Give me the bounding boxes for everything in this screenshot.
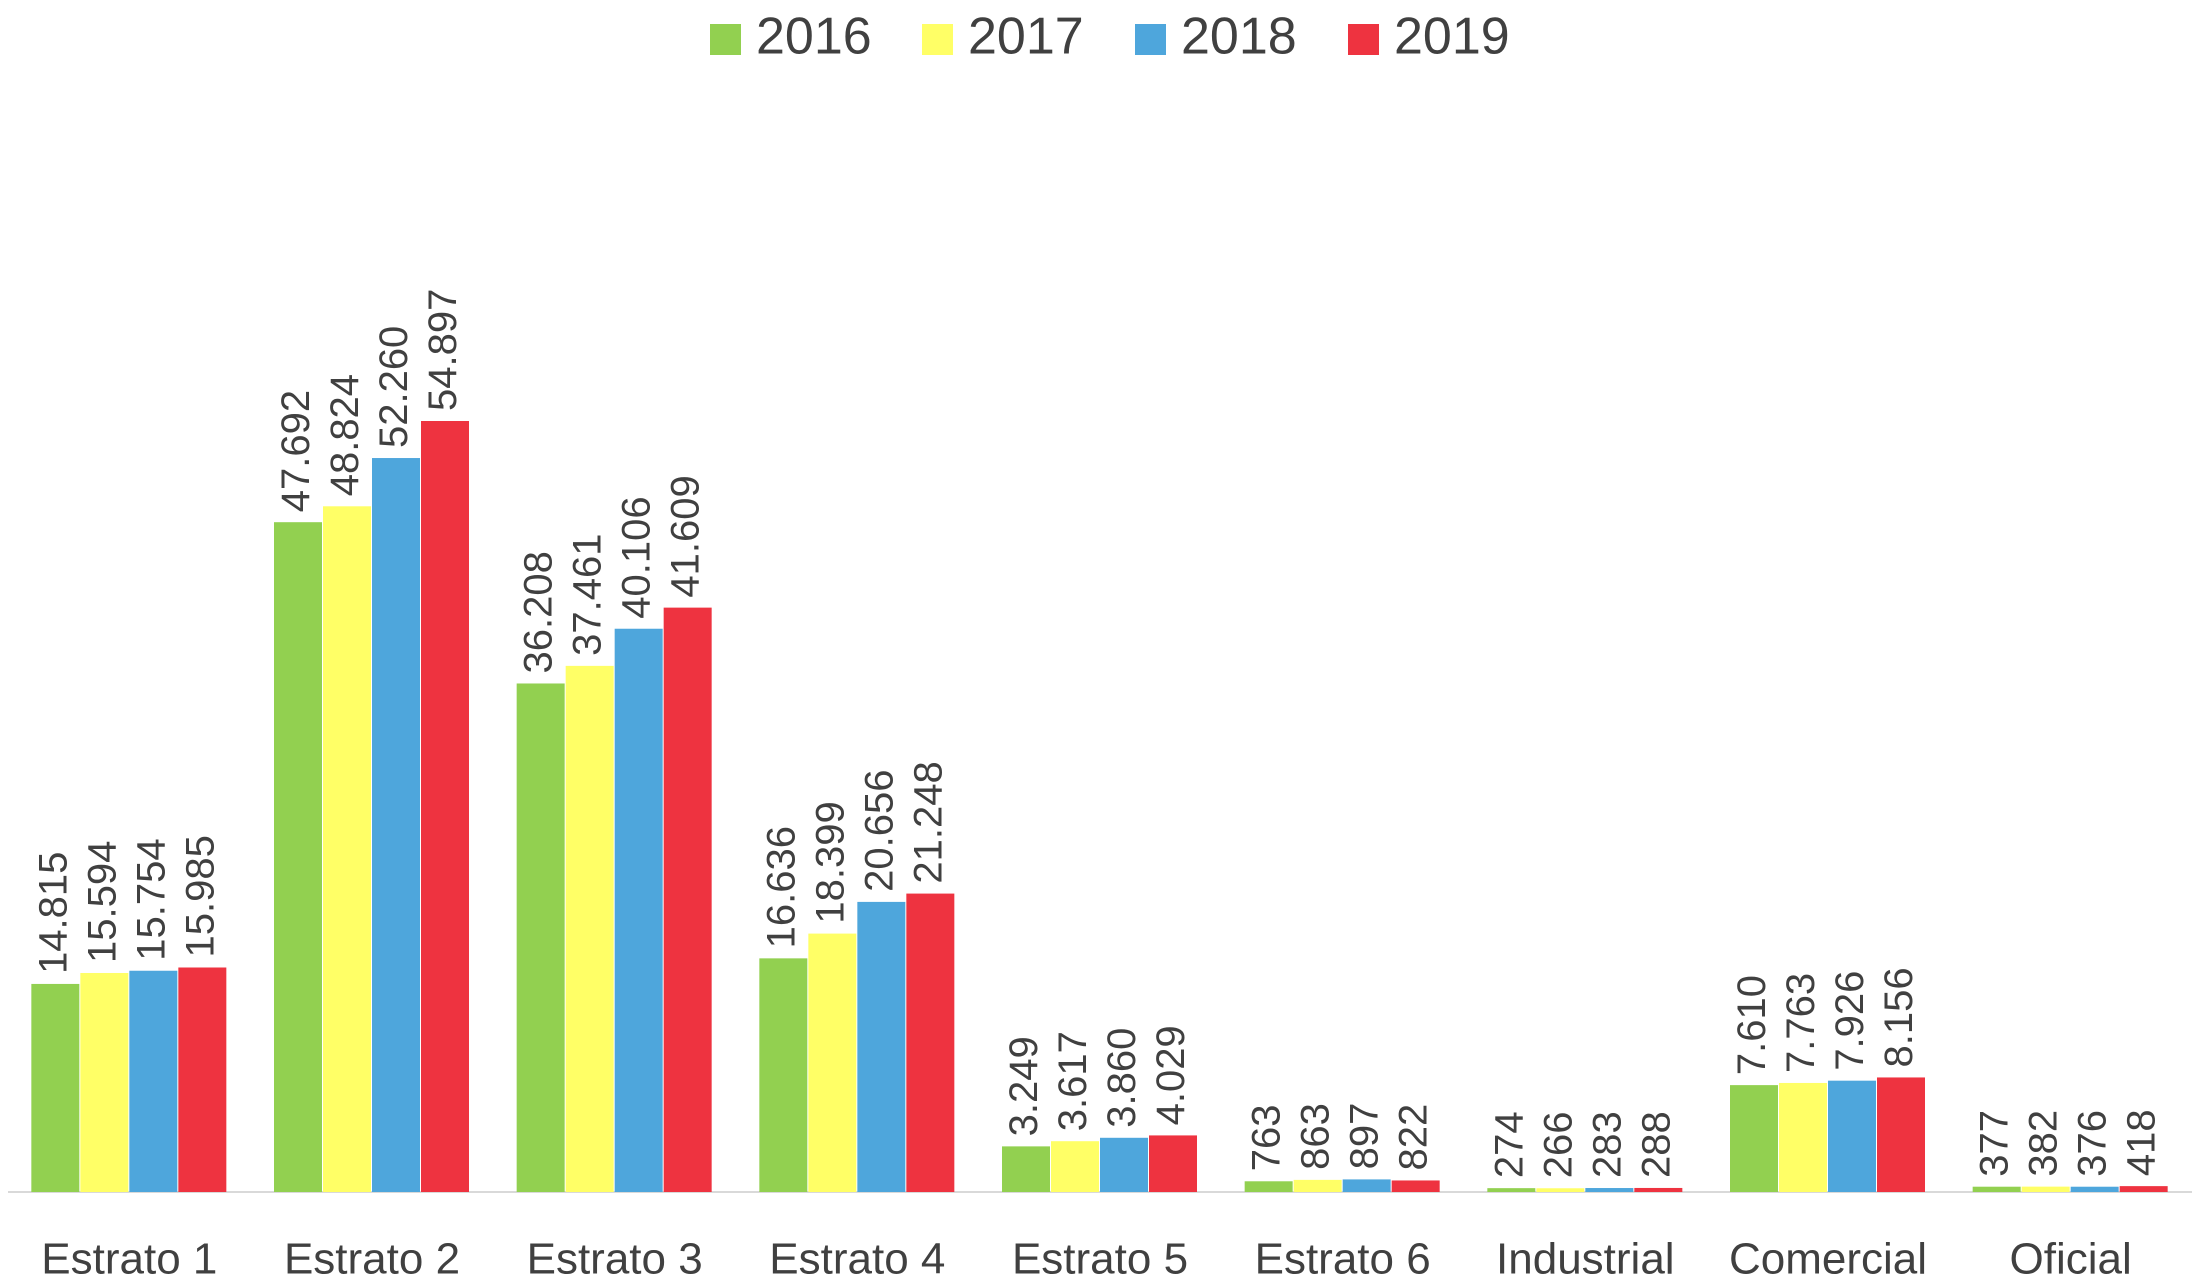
value-label: 863 — [1294, 1103, 1338, 1170]
value-label: 21.248 — [906, 761, 950, 883]
value-label: 822 — [1392, 1104, 1436, 1171]
value-label: 16.636 — [759, 826, 803, 948]
x-tick-label: Industrial — [1496, 1235, 1675, 1284]
value-label: 4.029 — [1149, 1025, 1193, 1125]
bar — [1051, 1141, 1099, 1192]
bar — [516, 683, 565, 1192]
value-label: 15.754 — [129, 838, 173, 960]
bar — [1779, 1082, 1827, 1192]
bar — [2119, 1186, 2168, 1192]
bar — [1002, 1146, 1050, 1192]
value-label: 37.461 — [566, 534, 610, 656]
bar — [759, 958, 808, 1192]
bar — [1100, 1137, 1148, 1192]
bar — [1293, 1179, 1342, 1192]
x-tick-label: Estrato 2 — [284, 1235, 460, 1284]
x-tick-label: Estrato 3 — [527, 1235, 703, 1284]
value-label: 7.926 — [1828, 971, 1872, 1071]
bar — [614, 628, 663, 1192]
bar — [323, 506, 371, 1193]
value-label: 15.594 — [80, 841, 124, 963]
value-label: 7.610 — [1730, 975, 1774, 1075]
value-label: 3.860 — [1100, 1028, 1144, 1128]
value-label: 36.208 — [517, 551, 561, 673]
value-label: 14.815 — [31, 852, 75, 974]
value-label: 18.399 — [808, 801, 852, 923]
bar — [1342, 1179, 1391, 1192]
value-label: 377 — [1973, 1110, 2017, 1177]
value-label: 283 — [1585, 1111, 1629, 1178]
value-label: 20.656 — [857, 770, 901, 892]
bar — [178, 967, 227, 1192]
legend-swatch — [710, 24, 741, 55]
value-label: 40.106 — [615, 496, 659, 618]
bar — [1244, 1181, 1293, 1192]
bar — [1585, 1188, 1634, 1192]
legend-swatch — [922, 24, 953, 55]
bar — [1536, 1188, 1585, 1192]
x-tick-label: Estrato 4 — [769, 1235, 945, 1284]
bar — [906, 893, 955, 1192]
value-label: 274 — [1487, 1111, 1531, 1178]
value-label: 382 — [2022, 1110, 2066, 1177]
legend-label: 2016 — [756, 8, 872, 66]
bar — [80, 972, 129, 1192]
bar — [274, 522, 322, 1192]
legend-swatch — [1348, 24, 1379, 55]
value-label: 3.617 — [1051, 1031, 1095, 1131]
bar — [857, 901, 906, 1192]
legend-label: 2018 — [1181, 8, 1297, 66]
value-label: 3.249 — [1002, 1036, 1046, 1136]
value-label: 763 — [1245, 1105, 1289, 1172]
bar — [808, 933, 857, 1192]
value-label: 54.897 — [421, 289, 465, 411]
bar — [1972, 1186, 2021, 1192]
legend-label: 2019 — [1394, 8, 1510, 66]
bar — [1634, 1187, 1683, 1192]
legend-swatch — [1135, 24, 1166, 55]
value-label: 418 — [2120, 1109, 2164, 1176]
bar — [2070, 1186, 2119, 1192]
value-label: 15.985 — [178, 835, 222, 957]
value-label: 41.609 — [664, 475, 708, 597]
bar — [1877, 1077, 1925, 1192]
value-label: 288 — [1634, 1111, 1678, 1178]
bar — [1149, 1135, 1197, 1192]
bar — [372, 458, 420, 1193]
value-label: 48.824 — [323, 374, 367, 496]
legend-label: 2017 — [968, 8, 1084, 66]
value-label: 7.763 — [1779, 973, 1823, 1073]
bar — [1730, 1085, 1778, 1192]
bar — [129, 970, 178, 1192]
bar — [1828, 1080, 1876, 1192]
x-tick-label: Estrato 5 — [1012, 1235, 1188, 1284]
value-label: 47.692 — [274, 390, 318, 512]
bar — [1391, 1180, 1440, 1192]
bar — [565, 665, 614, 1192]
x-tick-label: Estrato 1 — [41, 1235, 217, 1284]
x-tick-label: Oficial — [2010, 1235, 2132, 1284]
bar — [2021, 1186, 2070, 1192]
value-label: 266 — [1536, 1112, 1580, 1179]
bar — [1487, 1188, 1536, 1192]
bar — [31, 983, 80, 1192]
value-label: 8.156 — [1877, 967, 1921, 1067]
x-tick-label: Comercial — [1729, 1235, 1927, 1284]
value-label: 52.260 — [372, 326, 416, 448]
bar — [421, 421, 469, 1192]
bar — [663, 607, 712, 1192]
value-label: 897 — [1343, 1103, 1387, 1170]
x-tick-label: Estrato 6 — [1255, 1235, 1431, 1284]
value-label: 376 — [2071, 1110, 2115, 1177]
